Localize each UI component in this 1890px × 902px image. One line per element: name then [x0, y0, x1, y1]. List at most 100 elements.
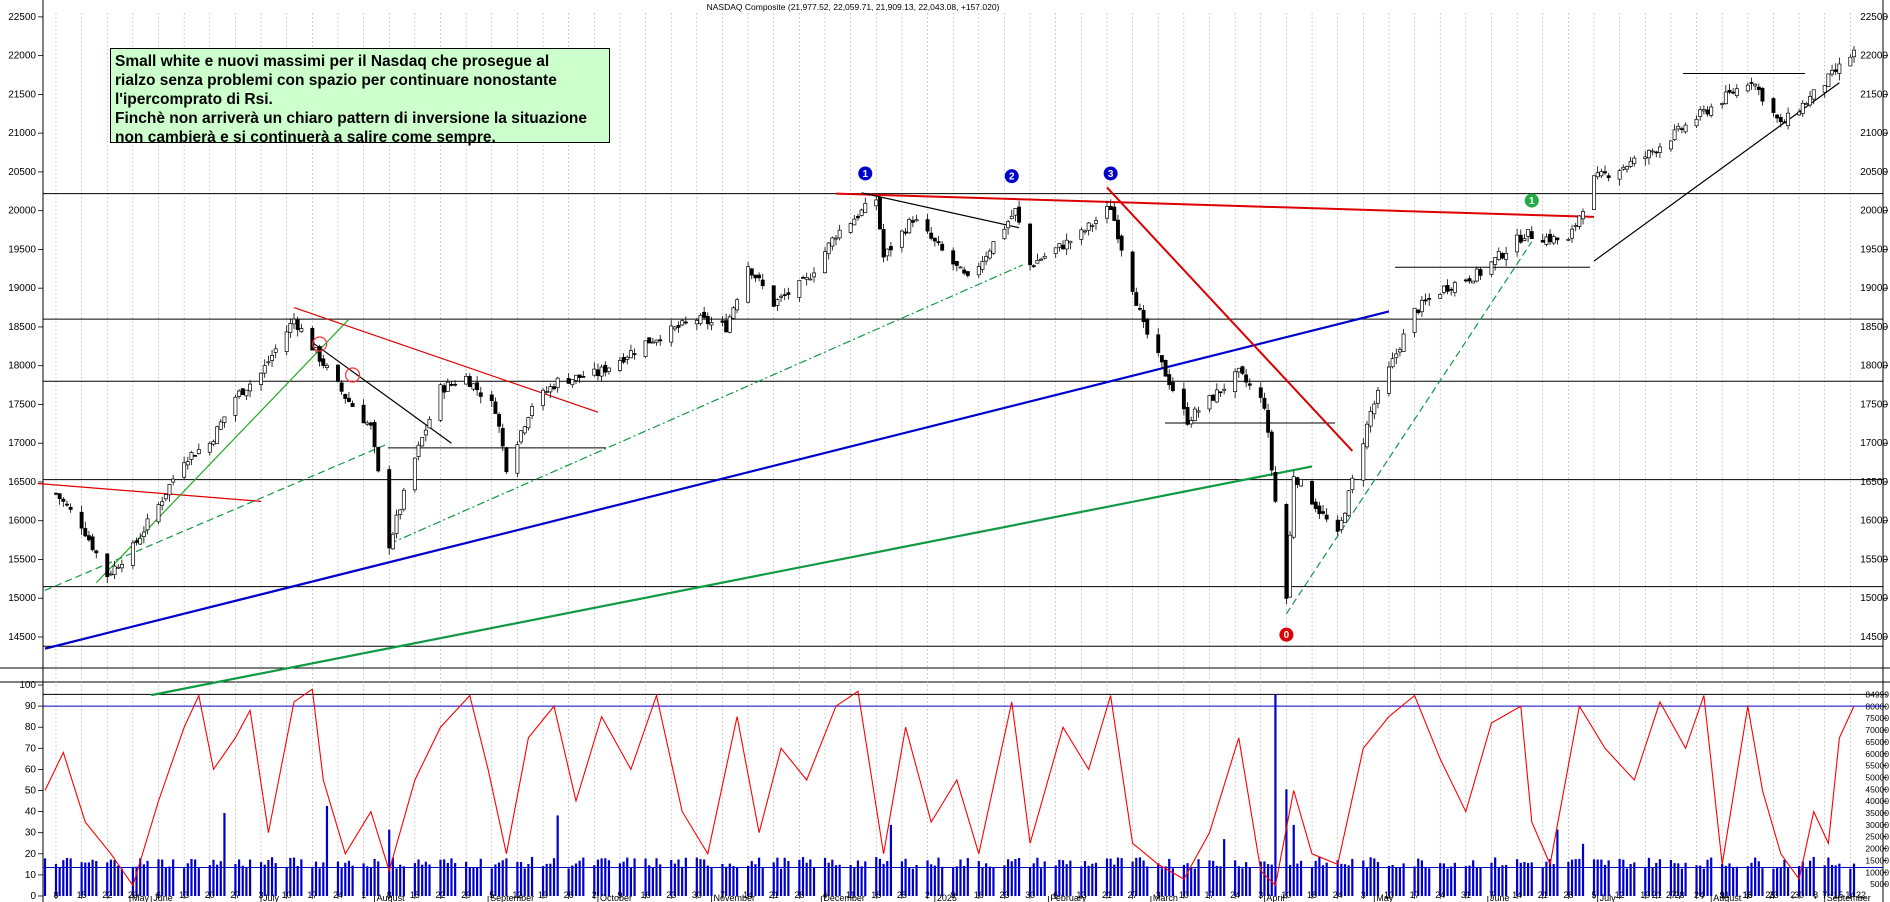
volume-bar	[120, 868, 124, 896]
candle-body	[167, 484, 172, 496]
candle-body	[628, 350, 633, 359]
candle-body	[720, 320, 725, 323]
candle-body	[292, 318, 296, 325]
rsi-tick: 60	[25, 764, 37, 775]
candle-body	[1284, 504, 1289, 599]
candle-body	[980, 261, 985, 270]
candle-body	[449, 383, 454, 386]
volume-bar	[157, 859, 160, 896]
volume-bar	[889, 824, 893, 896]
volume-bar	[1197, 859, 1200, 896]
volume-bar	[1786, 867, 1790, 896]
volume-bar	[655, 858, 658, 896]
volume-bar	[516, 861, 519, 896]
volume-bar	[402, 866, 405, 896]
volume-bar	[761, 867, 764, 896]
volume-bar	[43, 858, 47, 896]
volume-bar	[1087, 865, 1090, 896]
candle-body	[423, 429, 428, 436]
day-tick-label: 17	[307, 890, 317, 900]
candle-body	[1720, 103, 1725, 105]
month-label: June	[1490, 893, 1510, 902]
volume-bar	[1680, 868, 1684, 896]
day-tick-label: 22	[435, 890, 445, 900]
day-tick-label: 27	[1666, 890, 1676, 900]
day-tick-label: 24	[1435, 890, 1445, 900]
candle-body	[467, 376, 472, 387]
candle-body	[420, 437, 425, 447]
volume-bar	[1091, 863, 1094, 896]
volume-bar	[1420, 860, 1424, 896]
volume-bar	[1677, 863, 1680, 896]
candle-body	[757, 274, 762, 279]
candle-body	[116, 566, 121, 569]
volume-bar	[1215, 865, 1218, 896]
wave-marker	[1279, 627, 1294, 642]
candle-body	[881, 229, 886, 258]
volume-bar	[245, 867, 248, 896]
volume-bar	[476, 867, 479, 896]
candle-body	[1119, 235, 1124, 251]
volume-bar	[1061, 860, 1065, 896]
candle-body	[1452, 282, 1457, 293]
candle-body	[1211, 394, 1216, 401]
candle-body	[493, 401, 498, 414]
volume-bar	[582, 857, 585, 896]
rsi-line	[44, 688, 1855, 887]
candle-body	[1247, 383, 1252, 386]
volume-bar	[494, 864, 497, 896]
volume-bar	[783, 857, 786, 896]
candle-body	[856, 216, 860, 219]
annotation-line: non cambierà e si continuerà a salire co…	[115, 129, 496, 146]
volume-bar	[1647, 857, 1651, 896]
candle-body	[1039, 258, 1044, 261]
candle-body	[544, 391, 549, 393]
volume-tick: 25000	[1865, 832, 1889, 842]
volume-bar	[351, 865, 354, 896]
volume-bar	[1208, 860, 1211, 896]
volume-bar	[1761, 868, 1764, 896]
volume-bar	[1288, 864, 1292, 896]
date-axis: 8 15 22 29 6 13 20 27 3 10 17 24 1 8 15 22 29 5 12 19 26 2 9 16…	[53, 890, 1871, 902]
volume-bar	[930, 864, 933, 896]
day-tick-label: 23	[999, 890, 1009, 900]
rsi-tick: 40	[25, 807, 37, 818]
volume-bar	[197, 868, 200, 896]
volume-bar	[1054, 865, 1057, 896]
day-tick-label: 10	[1384, 890, 1394, 900]
volume-bar	[776, 857, 779, 896]
candle-body	[823, 251, 827, 274]
candle-body	[1778, 117, 1783, 123]
candle-body	[1734, 88, 1739, 97]
candle-body	[1804, 103, 1809, 105]
candle-body	[1668, 140, 1673, 150]
volume-bar	[1171, 868, 1174, 896]
volume-bar	[1391, 864, 1394, 896]
volume-bar	[1519, 862, 1522, 896]
candle-body	[108, 573, 113, 576]
candle-body	[1368, 411, 1373, 427]
day-tick-label: 1	[361, 890, 366, 900]
candle-body	[1299, 479, 1304, 487]
candle-body	[1577, 215, 1582, 227]
candle-body	[899, 230, 904, 248]
day-tick-label: 19	[1640, 890, 1650, 900]
volume-bar	[1750, 862, 1753, 896]
volume-bar	[941, 866, 944, 896]
volume-bar	[501, 860, 504, 896]
volume-bar	[1285, 789, 1288, 896]
volume-bar	[1746, 866, 1749, 896]
volume-bar	[1369, 857, 1372, 896]
volume-bar	[992, 867, 995, 896]
volume-bar	[596, 859, 600, 896]
candle-body	[163, 494, 168, 500]
candle-body	[1727, 89, 1732, 93]
candle-body	[1471, 280, 1476, 284]
candle-body	[1196, 410, 1201, 413]
candle-body	[1053, 247, 1058, 254]
day-tick-label: 18	[871, 890, 881, 900]
day-tick-label: 23	[666, 890, 676, 900]
rsi-tick: 90	[25, 701, 37, 712]
candle-body	[1218, 391, 1223, 394]
volume-bar	[886, 861, 889, 896]
